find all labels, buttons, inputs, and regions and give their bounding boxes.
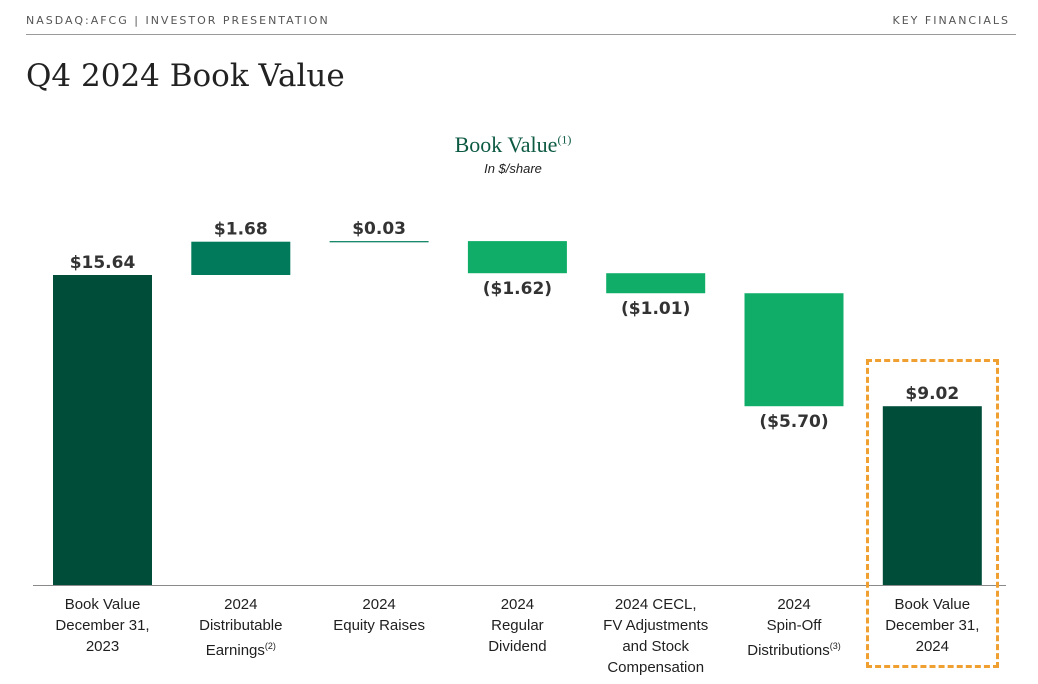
- chart-title: Book Value(1): [0, 132, 1026, 158]
- category-label-line: 2024: [362, 596, 396, 613]
- category-label-line: Equity Raises: [333, 617, 425, 634]
- page-title: Q4 2024 Book Value: [26, 58, 345, 94]
- category-label-3: 2024 Equity Raises: [309, 594, 449, 636]
- category-label-5: 2024 CECL, FV Adjustments and Stock Compens…: [586, 594, 726, 678]
- category-label-line: Distributions(3): [747, 641, 841, 659]
- category-label-line: 2024: [500, 596, 535, 613]
- bar-2: [191, 241, 291, 275]
- category-footnote: (3): [829, 641, 841, 651]
- category-label-line: Spin-Off: [766, 617, 822, 634]
- data-label-6: ($5.70): [759, 412, 828, 432]
- bar-6: [744, 293, 844, 407]
- category-label-7: Book Value December 31, 2024: [862, 594, 1002, 657]
- data-label-4: ($1.62): [483, 279, 552, 299]
- category-label-line: Distributable: [199, 617, 283, 634]
- header-divider: [26, 34, 1016, 35]
- category-label-line: 2024 CECL,: [614, 596, 697, 613]
- chart-title-footnote: (1): [557, 132, 572, 147]
- category-label-1: Book Value December 31, 2023: [33, 594, 173, 657]
- bar-1: [53, 275, 152, 585]
- category-label-line: Book Value: [64, 596, 141, 613]
- category-label-line: Book Value: [894, 596, 971, 613]
- header-left-text: NASDAQ:AFCG | INVESTOR PRESENTATION: [26, 14, 330, 27]
- category-label-line: December 31,: [885, 617, 980, 634]
- category-label-line: and Stock: [622, 638, 690, 655]
- category-label-4: 2024 Regular Dividend: [447, 594, 587, 657]
- category-label-line: 2024: [915, 638, 949, 655]
- data-label-2: $1.68: [214, 220, 268, 240]
- data-label-1: $15.64: [70, 253, 136, 273]
- category-label-line: Compensation: [607, 659, 705, 676]
- category-label-line: Regular: [491, 617, 544, 634]
- category-label-line: Earnings(2): [205, 641, 276, 659]
- category-label-line: 2024: [777, 596, 811, 613]
- header-right-text: KEY FINANCIALS: [892, 14, 1010, 27]
- category-label-line: December 31,: [55, 617, 150, 634]
- chart-subtitle: In $/share: [484, 161, 542, 176]
- data-label-5: ($1.01): [621, 299, 690, 319]
- bar-7: [882, 406, 982, 585]
- chart-title-text: Book Value: [454, 132, 558, 157]
- category-label-2: 2024 Distributable Earnings(2): [171, 594, 311, 661]
- category-footnote: (2): [264, 641, 276, 651]
- bar-4: [467, 241, 567, 274]
- category-label-line: 2023: [85, 638, 120, 655]
- category-label-6: 2024 Spin-Off Distributions(3): [724, 594, 864, 661]
- category-label-line: 2024: [224, 596, 258, 613]
- category-label-line: FV Adjustments: [603, 617, 709, 634]
- highlight-box: [866, 359, 999, 668]
- category-label-line: Dividend: [488, 638, 547, 655]
- data-label-3: $0.03: [352, 219, 406, 239]
- bar-5: [606, 273, 706, 294]
- data-label-7: $9.02: [905, 384, 959, 404]
- header-bar: NASDAQ:AFCG | INVESTOR PRESENTATION KEY …: [26, 14, 1010, 34]
- bar-3: [329, 241, 429, 243]
